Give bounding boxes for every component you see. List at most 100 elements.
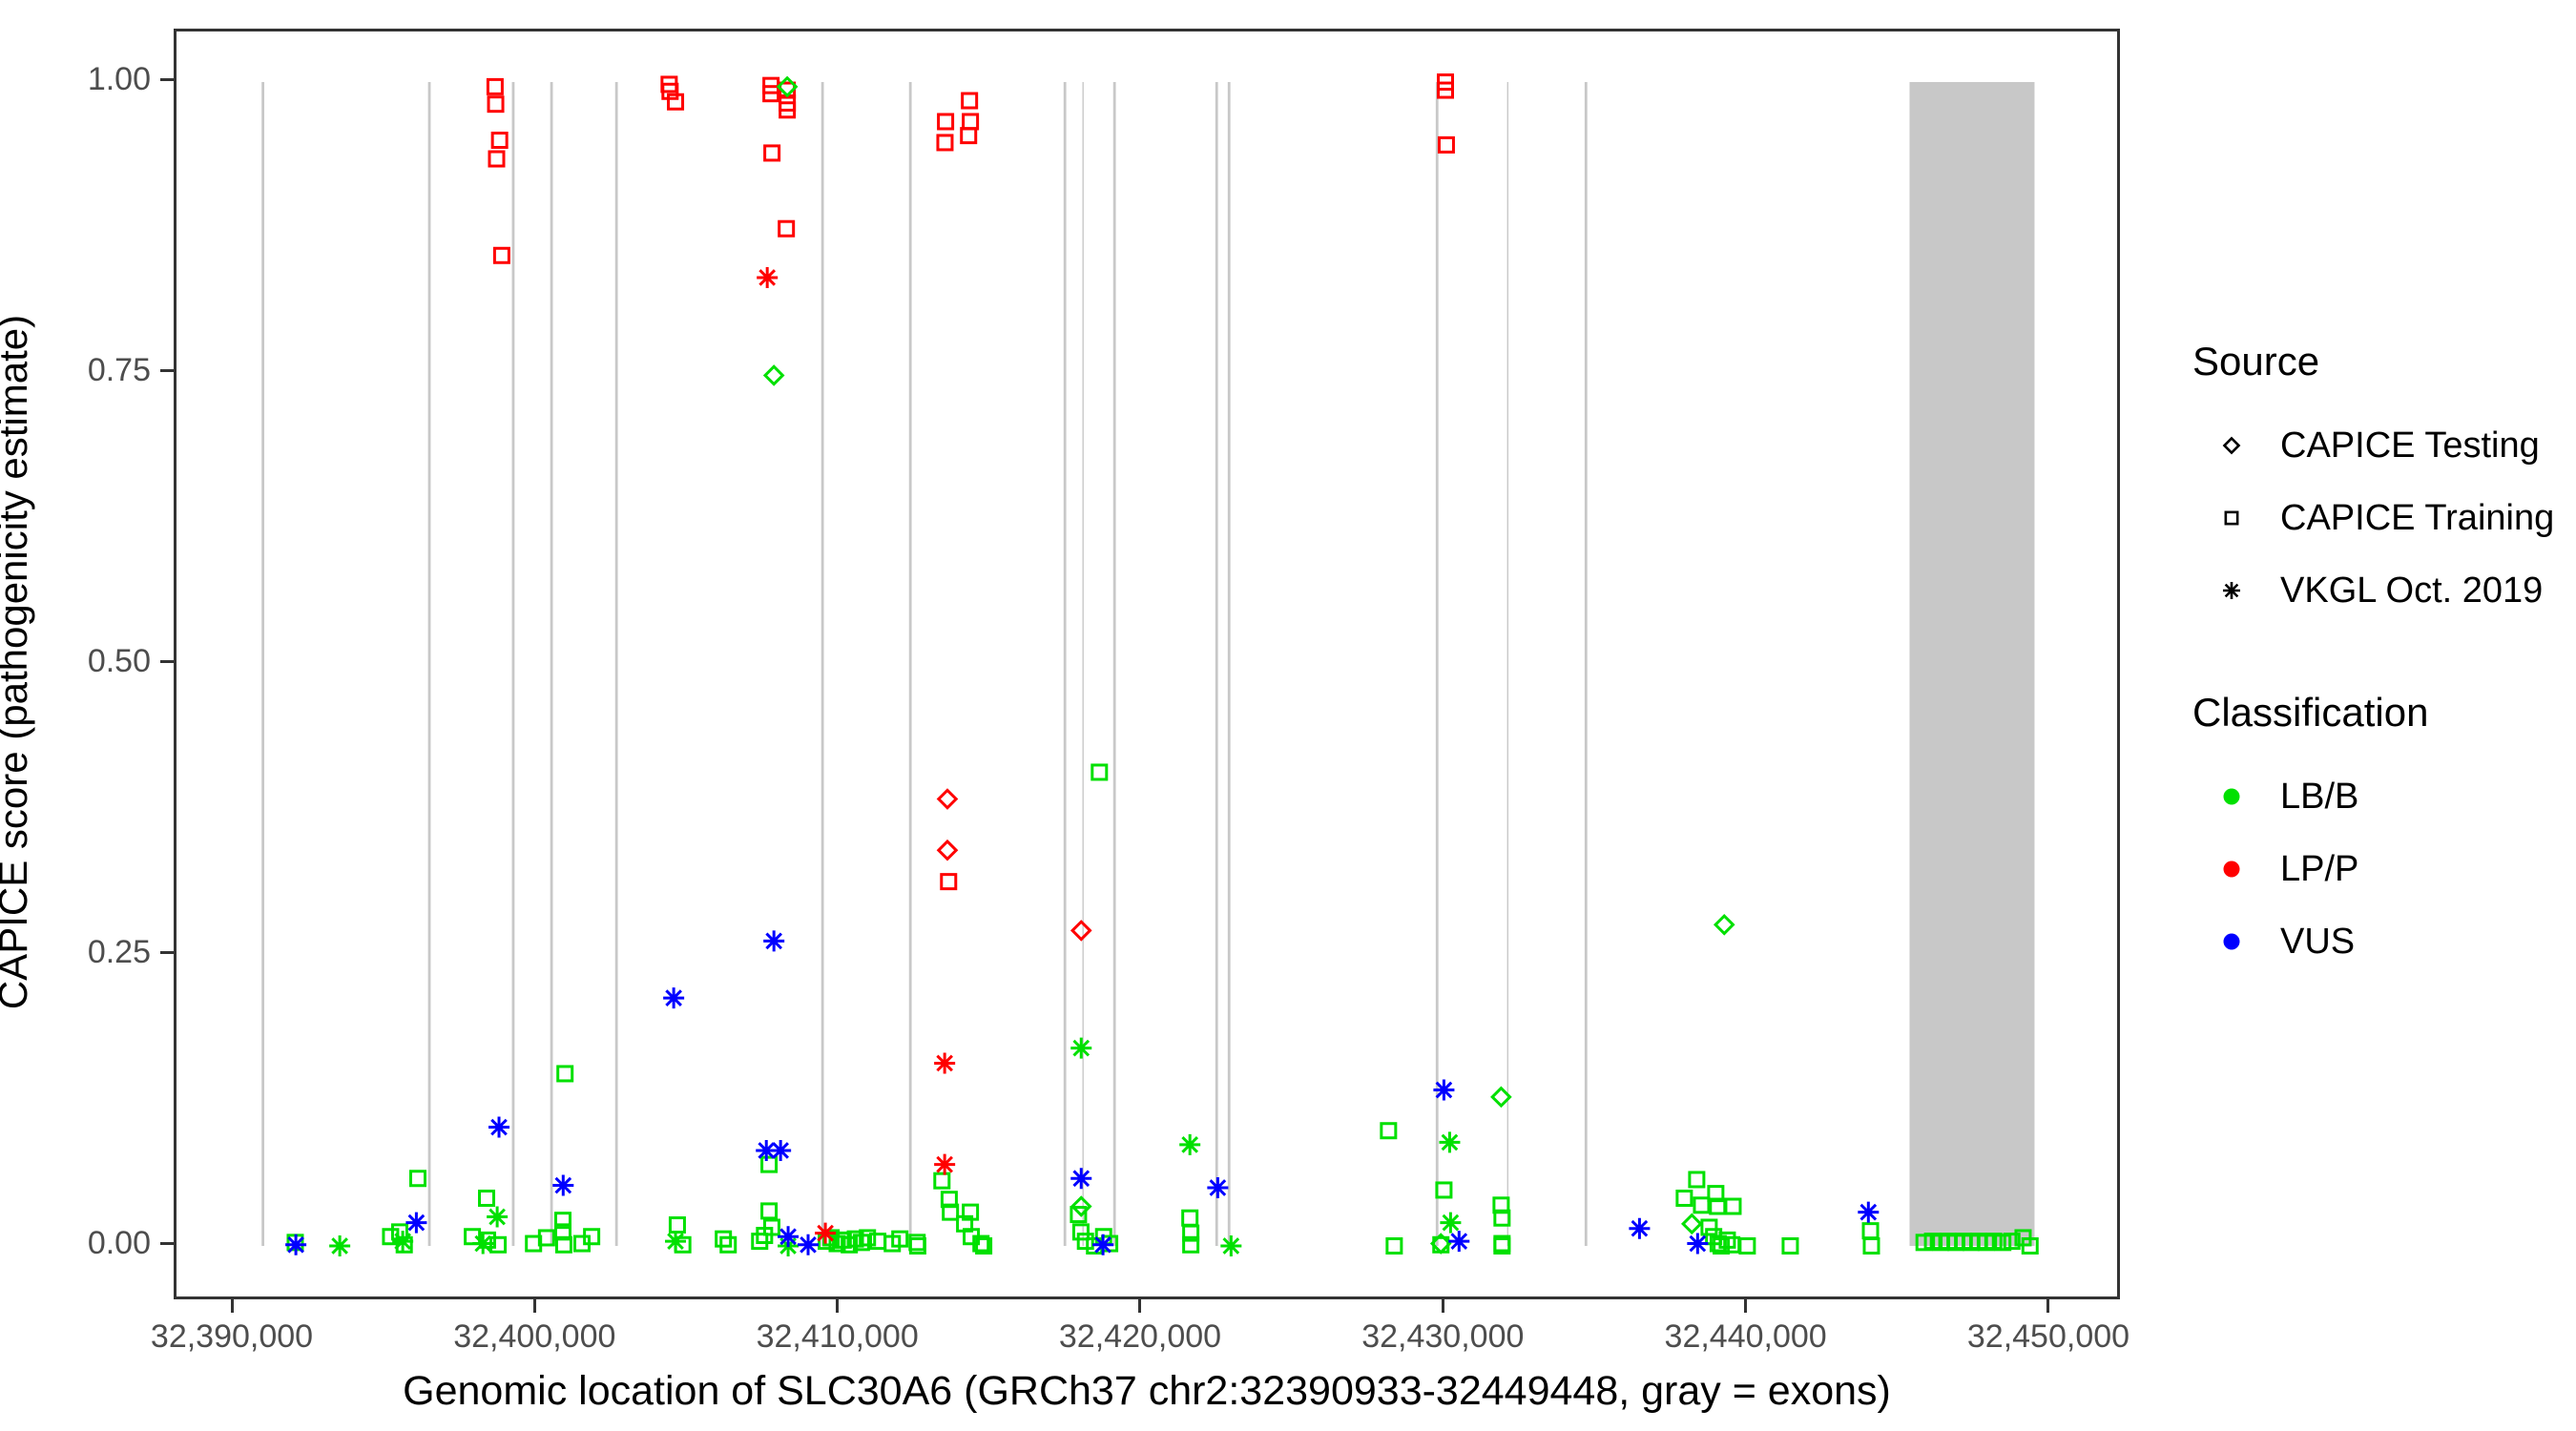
legend-item-label: LP/P	[2280, 848, 2359, 889]
legend-asterisk-icon	[2222, 581, 2241, 600]
data-point-lbb-square	[1984, 1233, 2003, 1251]
data-point-lpp-square	[487, 95, 505, 114]
x-tick-mark	[532, 1299, 536, 1313]
data-point-vus-asterisk	[1687, 1233, 1709, 1255]
legend-glyph	[2210, 496, 2254, 540]
data-point	[2222, 436, 2241, 455]
data-point-lbb-square	[1091, 763, 1109, 781]
data-point-lpp-square	[960, 127, 978, 145]
data-point-lbb-square	[1707, 1185, 1725, 1203]
data-point-lbb-asterisk	[1439, 1131, 1461, 1153]
y-tick-label: 1.00	[87, 61, 151, 97]
data-point-lbb-square	[1181, 1209, 1199, 1227]
legend-item-source-capice-testing: CAPICE Testing	[2185, 409, 2566, 482]
data-point-lbb-square	[478, 1189, 496, 1207]
data-point-vus-asterisk	[285, 1234, 307, 1255]
legend-item-source-capice-training: CAPICE Training	[2185, 482, 2566, 554]
legend-item-classification-vus: VUS	[2185, 905, 2566, 978]
data-point-lpp-square	[1437, 135, 1455, 154]
data-point-vus-asterisk	[405, 1212, 427, 1234]
data-point-lbb-square	[942, 1203, 960, 1221]
data-point-lbb-square	[933, 1172, 951, 1190]
plot-panel	[174, 29, 2120, 1299]
data-point-lpp-diamond	[936, 788, 959, 810]
y-tick-mark	[160, 77, 174, 81]
exon-rect	[1909, 82, 2035, 1246]
data-point-vus-asterisk	[1448, 1231, 1470, 1253]
legend-item-label: CAPICE Training	[2280, 497, 2555, 538]
y-tick-mark	[160, 368, 174, 372]
data-point-lbb-square	[1781, 1237, 1799, 1255]
data-point-vus-asterisk	[1070, 1168, 1092, 1190]
data-point-lbb-square	[1493, 1237, 1511, 1255]
data-point-lbb-asterisk	[665, 1231, 687, 1253]
legend-item-classification-lb-b: LB/B	[2185, 760, 2566, 833]
x-tick-mark	[230, 1299, 234, 1313]
data-point-lpp-square	[937, 113, 955, 131]
data-point-vus-asterisk	[1207, 1177, 1229, 1198]
data-point-lbb-asterisk	[1440, 1212, 1462, 1234]
data-point-lbb-square	[1738, 1237, 1756, 1255]
x-tick-mark	[1441, 1299, 1444, 1313]
legend-item-source-vkgl-oct-2019: VKGL Oct. 2019	[2185, 554, 2566, 627]
legend-item-label: VUS	[2280, 921, 2356, 962]
data-point-lpp-square	[661, 82, 679, 100]
data-point-lbb-square	[1380, 1122, 1398, 1140]
data-point-lbb-asterisk	[392, 1231, 414, 1253]
legend-dot-icon	[2223, 933, 2240, 950]
data-point-lbb-square	[537, 1229, 555, 1247]
data-point-lpp-asterisk	[934, 1153, 956, 1175]
data-point-lbb-asterisk	[487, 1206, 509, 1228]
data-point-lpp-diamond	[1070, 920, 1092, 942]
data-point-lbb-square	[2003, 1233, 2021, 1251]
x-tick-mark	[2046, 1299, 2050, 1313]
data-point-lbb-square	[1693, 1196, 1711, 1214]
data-point-vus-asterisk	[1433, 1079, 1455, 1101]
data-point-lpp-square	[962, 113, 980, 131]
data-point-vus-asterisk	[552, 1174, 574, 1196]
data-point-vus-asterisk	[1092, 1234, 1114, 1255]
data-point-lbb-square	[668, 1216, 686, 1234]
data-point-vus-asterisk	[756, 1139, 778, 1161]
legend-glyph	[2210, 424, 2254, 467]
legend-item-label: VKGL Oct. 2019	[2280, 570, 2544, 611]
y-tick-mark	[160, 659, 174, 663]
legend: Source CAPICE Testing CAPICE Training VKGL…	[2185, 339, 2566, 978]
data-point-lbb-square	[1493, 1209, 1511, 1227]
data-point-lbb-asterisk	[1070, 1037, 1092, 1059]
scatter-plot-canvas	[261, 73, 2039, 1256]
legend-glyph	[2210, 775, 2254, 819]
legend-item-label: LB/B	[2280, 776, 2359, 817]
data-point-lbb-asterisk	[472, 1233, 494, 1255]
data-point-lpp-square	[936, 134, 954, 152]
legend-square-icon	[2224, 510, 2239, 526]
x-tick-mark	[836, 1299, 840, 1313]
legend-item-label: CAPICE Testing	[2280, 425, 2540, 466]
data-point-lpp-square	[961, 92, 979, 110]
data-point-lbb-square	[1182, 1235, 1200, 1254]
data-point-lbb-asterisk	[1220, 1235, 1242, 1256]
x-tick-label: 32,400,000	[453, 1318, 616, 1355]
data-point	[2224, 510, 2239, 526]
data-point-vus-asterisk	[1629, 1217, 1651, 1239]
legend-dot-icon	[2223, 788, 2240, 805]
data-point-lbb-square	[1071, 1223, 1090, 1241]
y-tick-mark	[160, 1241, 174, 1245]
data-point-lbb-square	[1700, 1218, 1718, 1236]
data-point-lbb-square	[1675, 1189, 1693, 1207]
x-tick-label: 32,410,000	[756, 1318, 919, 1355]
legend-diamond-icon	[2222, 436, 2241, 455]
data-point-lpp-square	[486, 77, 504, 95]
data-point-lbb-square	[1994, 1234, 2012, 1252]
data-point-lbb-square	[760, 1202, 779, 1220]
x-tick-label: 32,390,000	[150, 1318, 314, 1355]
data-point-lbb-square	[975, 1237, 993, 1255]
data-point-lpp-square	[778, 219, 796, 238]
data-point-lbb-square	[1688, 1171, 1706, 1189]
data-point-vus-asterisk	[798, 1234, 820, 1255]
data-point-lbb-diamond	[1680, 1213, 1703, 1235]
data-point-lbb-square	[553, 1223, 571, 1241]
y-tick-label: 0.00	[87, 1225, 151, 1261]
data-point	[2222, 581, 2241, 600]
data-point-lbb-square	[1861, 1222, 1880, 1240]
